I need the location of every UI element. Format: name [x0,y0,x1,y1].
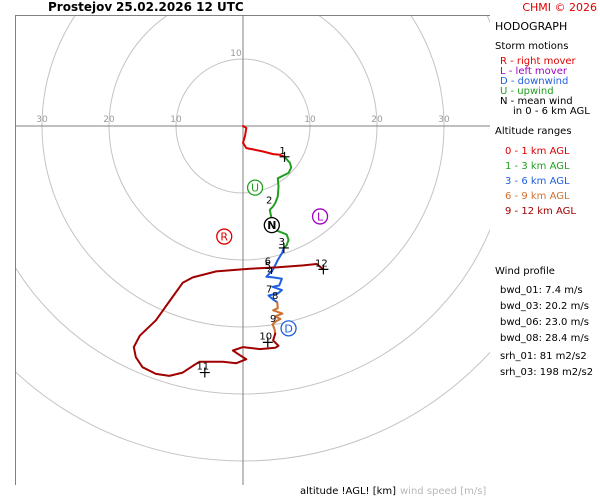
hodograph-trace [132,125,325,377]
storm-motion-label: D [284,322,292,335]
altitude-range-item: 3 - 6 km AGL [505,176,570,187]
station-name: Prostejov [48,0,113,14]
altitude-range-item: 9 - 12 km AGL [505,206,576,217]
storm-motion-label: N [267,219,276,232]
wind-profile-item: bwd_01: 7.4 m/s [500,285,583,296]
storm-motion-item: L - left mover [500,66,567,77]
height-marker-label: 1 [279,146,285,157]
hodograph-segment [265,246,285,304]
wind-profile-title: Wind profile [495,266,555,277]
storm-motion-item: R - right mover [500,56,576,67]
height-marker-label: 6 [265,256,271,267]
storm-motion-item: in 0 - 6 km AGL [513,106,590,117]
height-marker-label: 3 [279,237,285,248]
height-marker-label: 5 [265,261,271,272]
datetime: 25.02.2026 12 UTC [116,0,244,14]
storm-motion-label: L [317,210,324,223]
ring-label: 10 [230,49,242,59]
height-marker-cross [262,337,273,348]
wind-speed-label: wind speed [m/s] [400,486,487,497]
height-marker-label: 9 [270,314,276,325]
height-marker-label: 4 [267,266,273,277]
x-tick-label: 30 [36,115,48,125]
altitude-range-item: 0 - 1 km AGL [505,146,570,157]
storm-motion-label: R [220,231,228,244]
height-marker-label: 2 [266,195,272,206]
storm-motion-markers: R L D U N [216,179,329,337]
storm-motion-circle [280,320,297,337]
hodograph-segment [242,125,286,158]
hodograph-plot-frame [15,15,490,485]
tick-labels: 3020101020301020304050 [36,49,450,125]
x-tick-label: 20 [371,115,383,125]
wind-profile-item: srh_01: 81 m2/s2 [500,351,587,362]
copyright: CHMI © 2026 [522,1,597,14]
height-marker-label: 10 [259,331,272,342]
height-marker-cross [199,367,210,378]
storm-motion-circle [311,208,329,225]
x-tick-label: 10 [304,115,316,125]
wind-profile-item: srh_03: 198 m2/s2 [500,367,594,378]
hodograph-segment [268,155,293,249]
storm-motion-label: U [251,182,259,195]
axes [16,16,490,485]
height-marker-label: 7 [266,285,272,296]
altitude-range-item: 1 - 3 km AGL [505,161,570,172]
storm-motion-circle [263,217,280,234]
storm-motion-circle [216,228,233,245]
altitude-axis-label: altitude !AGL! [km] [300,486,397,497]
height-marker-cross [318,264,329,275]
storm-motion-circle [246,179,264,196]
x-tick-label: 20 [103,115,115,125]
height-marker-label: 12 [315,258,328,269]
storm-motion-item: U - upwind [500,86,554,97]
wind-profile-item: bwd_08: 28.4 m/s [500,333,589,344]
storm-motion-item: N - mean wind [500,96,573,107]
wind-profile-item: bwd_03: 20.2 m/s [500,301,589,312]
range-ring [16,351,490,462]
wind-profile-item: bwd_06: 23.0 m/s [500,317,589,328]
storm-motions-title: Storm motions [495,41,569,52]
height-marker-label: 11 [196,362,209,373]
storm-motion-item: D - downwind [500,76,569,87]
legend-title: HODOGRAPH [495,20,568,33]
height-marker-cross [278,242,289,253]
height-marker-label: 8 [272,291,278,302]
hodograph-segment [132,263,325,377]
x-tick-label: 30 [438,115,450,125]
altitude-range-item: 6 - 9 km AGL [505,191,570,202]
range-rings [16,16,490,462]
height-marker-cross [279,151,290,162]
altitude-ranges-title: Altitude ranges [495,126,572,137]
hodograph-segment [271,301,284,335]
x-tick-label: 10 [170,115,182,125]
